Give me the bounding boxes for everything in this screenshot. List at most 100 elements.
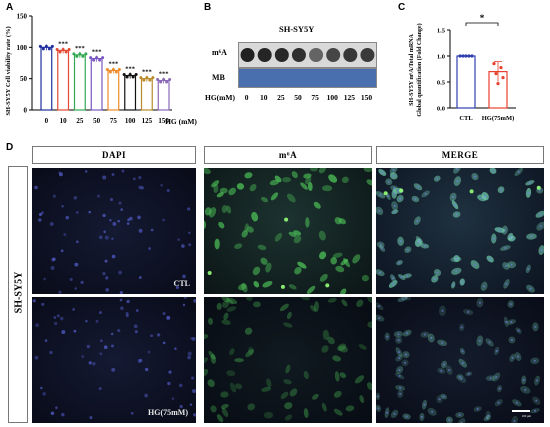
cell-body [204,368,209,377]
chart-c-ytick-label: 1.0 [437,54,445,61]
cell-body [249,183,257,192]
cell-body [293,235,302,244]
cell-nucleus [393,192,396,195]
chart-a-ylabel: SH-SY5Y Cell viability rate (%) [5,26,12,115]
cell-nucleus [56,314,60,318]
cell-body [211,180,220,188]
chart-a-point [159,80,163,84]
cell-body [208,317,214,325]
chart-a-xtick-label: 50 [93,117,101,125]
cell-nucleus [58,290,62,294]
cell-body [356,299,364,308]
cell-body [303,408,309,418]
cell-nucleus [399,240,402,243]
chart-a-significance: *** [142,69,152,76]
cell-nucleus [138,228,143,233]
cell-body [221,205,228,214]
cell-body [261,196,269,203]
cell-body [283,322,293,328]
cell-body [245,297,253,301]
cell-nucleus [58,172,63,177]
cell-nucleus [378,317,381,320]
cell-nucleus [416,185,420,188]
chart-a-point [131,75,135,79]
cell-nucleus [534,325,537,328]
cell-body [535,210,544,218]
cell-nucleus [392,282,395,286]
chart-a-point [98,58,102,62]
cell-nucleus [174,347,177,350]
cell-body [274,232,283,242]
cell-nucleus [510,320,513,324]
cell-body [306,285,316,294]
cell-body [221,407,229,417]
cell-body [225,298,234,305]
cell-body [251,211,259,222]
cell-nucleus [517,329,520,332]
blot-dot [240,48,255,62]
cell-body [204,357,209,364]
chart-c-point [470,54,474,58]
cell-nucleus [95,319,99,323]
cell-nucleus [38,218,42,222]
chart-c-ytick-label: 0.0 [437,106,445,113]
cell-body [340,288,347,294]
cell-nucleus [460,421,463,423]
chart-c-point [467,54,471,58]
bright-cell [469,189,474,194]
cell-nucleus [398,356,401,360]
cell-nucleus [528,181,531,184]
cell-nucleus [193,298,196,303]
cell-nucleus [539,225,542,228]
cell-nucleus [393,210,396,213]
blot-lane-label: 100 [326,93,338,102]
blot-mb-label: MB [212,73,225,82]
cell-nucleus [387,180,390,183]
cell-nucleus [118,201,122,205]
blot-lane-label: 75 [311,93,319,102]
cell-body [246,226,254,233]
cell-body [234,243,243,249]
cell-nucleus [168,370,172,374]
cell-body [334,371,340,382]
cell-nucleus [117,219,120,223]
chart-a-significance: *** [58,40,68,47]
chart-a-point [108,70,112,74]
cell-body [358,344,367,350]
cell-body [321,185,333,192]
image-hg-dapi: HG(75mM) [32,297,196,423]
cell-body [216,414,224,423]
cell-body [279,303,289,312]
cell-nucleus [102,213,106,218]
chart-a-point [139,76,143,80]
cell-body [376,314,385,322]
cell-nucleus [540,248,543,252]
cell-nucleus [182,274,186,279]
cell-body [253,301,261,308]
cell-body [284,414,293,421]
chart-c-point [499,66,503,70]
cell-nucleus [129,216,133,221]
cell-nucleus [41,302,45,306]
cell-body [226,205,232,214]
column-header-dapi: DAPI [32,146,196,164]
cell-nucleus [527,191,530,194]
cell-body [297,261,307,269]
chart-a-ytick-label: 100 [17,44,28,52]
cell-nucleus [453,203,457,206]
blot-hg-label: HG(mM) [205,93,235,102]
cell-body [263,411,274,419]
cell-nucleus [156,333,161,337]
cell-nucleus [132,177,136,181]
cell-nucleus [166,189,170,192]
row-label-box [8,166,28,423]
cell-nucleus [52,194,56,198]
cell-body [229,348,235,356]
column-header-merge: MERGE [376,146,544,164]
cell-body [234,358,244,363]
cell-nucleus [397,350,401,354]
cell-nucleus [377,305,381,308]
cell-body [283,379,292,385]
cell-nucleus [510,338,514,342]
cell-body [319,251,327,260]
